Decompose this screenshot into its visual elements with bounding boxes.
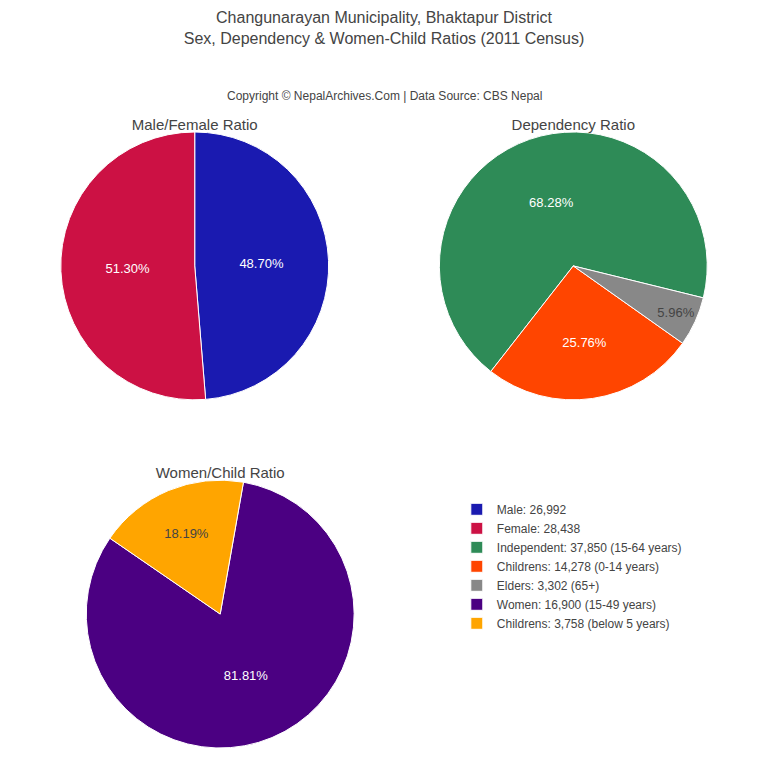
svg-text:Childrens: 3,758 (below 5 year: Childrens: 3,758 (below 5 years) [497,617,670,631]
svg-text:Women: 16,900 (15-49 years): Women: 16,900 (15-49 years) [497,598,656,612]
svg-text:Women/Child Ratio: Women/Child Ratio [156,464,285,481]
svg-text:18.19%: 18.19% [164,526,209,541]
svg-text:Copyright © NepalArchives.Com: Copyright © NepalArchives.Com | Data Sou… [227,89,542,103]
svg-text:Male/Female Ratio: Male/Female Ratio [132,116,258,133]
svg-text:Elders: 3,302 (65+): Elders: 3,302 (65+) [497,579,599,593]
svg-text:68.28%: 68.28% [529,195,574,210]
svg-text:48.70%: 48.70% [239,256,284,271]
svg-text:Independent: 37,850 (15-64 yea: Independent: 37,850 (15-64 years) [497,541,682,555]
svg-text:Childrens: 14,278 (0-14 years): Childrens: 14,278 (0-14 years) [497,560,659,574]
svg-text:51.30%: 51.30% [106,261,151,276]
svg-text:25.76%: 25.76% [562,335,607,350]
svg-text:Female: 28,438: Female: 28,438 [497,522,581,536]
svg-text:Male: 26,992: Male: 26,992 [497,503,567,517]
svg-text:Dependency Ratio: Dependency Ratio [512,116,635,133]
svg-text:5.96%: 5.96% [657,305,694,320]
svg-text:81.81%: 81.81% [224,668,269,683]
svg-text:Changunarayan Municipality, Bh: Changunarayan Municipality, Bhaktapur Di… [184,9,585,47]
